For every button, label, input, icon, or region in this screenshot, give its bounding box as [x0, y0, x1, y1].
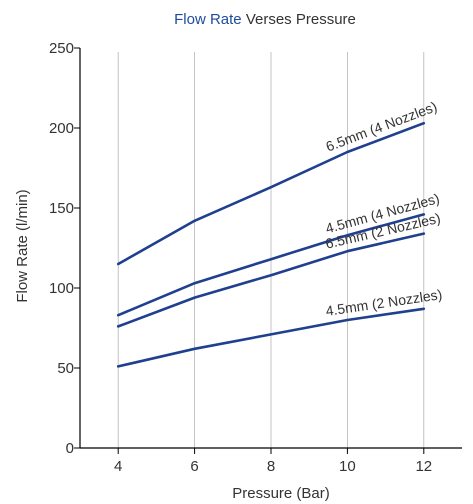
y-tick-label: 250 — [49, 40, 74, 57]
x-tick-label: 6 — [190, 458, 198, 475]
y-tick-label: 0 — [66, 440, 74, 457]
y-axis-title: Flow Rate (l/min) — [14, 189, 31, 302]
axes: 4 6 8 10 12 0 50 100 150 200 250 — [49, 40, 462, 475]
y-tick-label: 50 — [57, 360, 74, 377]
x-tick-label: 8 — [267, 458, 275, 475]
chart-title: Flow Rate Verses Pressure — [174, 11, 356, 28]
y-tick-label: 200 — [49, 120, 74, 137]
grid-lines — [118, 52, 424, 448]
x-axis-title: Pressure (Bar) — [232, 485, 330, 502]
x-tick-label: 10 — [339, 458, 356, 475]
series-labels: 6.5mm (4 Nozzles)4.5mm (4 Nozzles)6.5mm … — [324, 98, 444, 319]
x-tick-label: 4 — [114, 458, 122, 475]
chart-title-accent: Flow Rate — [174, 11, 242, 28]
chart-title-rest: Verses Pressure — [242, 11, 356, 28]
y-tick-label: 100 — [49, 280, 74, 297]
y-tick-label: 150 — [49, 200, 74, 217]
x-tick-label: 12 — [415, 458, 432, 475]
series-label: 6.5mm (4 Nozzles) — [324, 98, 440, 154]
